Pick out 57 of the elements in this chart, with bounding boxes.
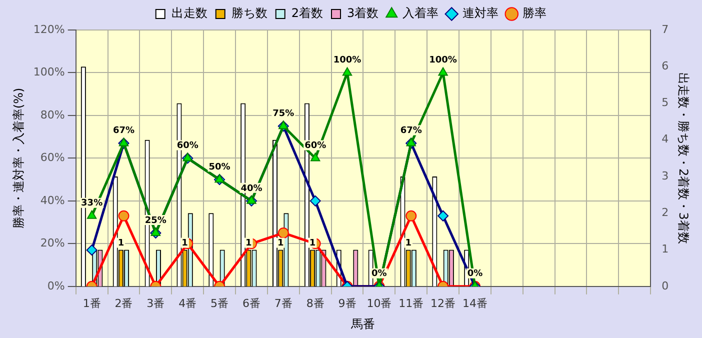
y2-tick-label: 5 <box>662 96 669 110</box>
data-label: 1 <box>405 238 412 249</box>
data-label: 25% <box>144 216 166 226</box>
y2-tick-label: 1 <box>662 242 669 256</box>
y-tick-label: 20% <box>40 236 65 250</box>
data-label: 75% <box>272 108 294 119</box>
legend-label: 勝率 <box>522 6 547 20</box>
legend-label: 勝ち数 <box>231 6 268 20</box>
x-tick-label: 4番 <box>178 296 197 310</box>
data-label: 60% <box>176 141 198 152</box>
legend-label: 3着数 <box>347 6 379 20</box>
data-label: 0% <box>467 269 483 280</box>
x-tick-label: 8番 <box>306 296 324 310</box>
data-label: 1 <box>182 238 188 249</box>
y-tick-label: 60% <box>40 151 65 164</box>
y-tick-label: 100% <box>33 66 65 79</box>
x-tick-label: 5番 <box>210 296 229 310</box>
x-tick-label: 12番 <box>430 296 456 310</box>
x-tick-label: 1番 <box>82 296 101 310</box>
y2-tick-label: 3 <box>662 169 669 182</box>
y2-tick-label: 6 <box>662 59 669 72</box>
y-tick-label: 40% <box>40 194 65 207</box>
data-label: 100% <box>429 56 457 66</box>
data-label: 33% <box>81 198 103 209</box>
data-label: 1 <box>277 238 284 249</box>
legend-label: 2着数 <box>291 6 324 20</box>
data-label: 0% <box>372 269 387 280</box>
data-label: 1 <box>246 238 252 249</box>
data-label: 1 <box>309 238 316 249</box>
y2-tick-label: 0 <box>662 279 669 292</box>
y2-tick-label: 4 <box>662 132 669 146</box>
x-tick-label: 10番 <box>366 296 392 310</box>
x-tick-label: 2番 <box>114 296 133 310</box>
y2-tick-label: 7 <box>662 22 669 36</box>
y2-tick-label: 2 <box>662 206 669 219</box>
x-tick-label: 9番 <box>338 296 356 310</box>
data-label: 100% <box>333 56 362 66</box>
data-label: 40% <box>240 184 262 194</box>
legend-label: 入着率 <box>402 6 439 20</box>
x-tick-label: 7番 <box>274 296 292 310</box>
legend-label: 連対率 <box>462 6 499 20</box>
legend-label: 出走数 <box>171 6 208 20</box>
y-tick-label: 80% <box>40 108 65 122</box>
data-label: 67% <box>400 126 422 136</box>
data-label: 67% <box>112 126 135 136</box>
y2-axis-title: 出走数・勝ち数・2着数・3着数 <box>676 72 691 244</box>
x-tick-label: 11番 <box>398 296 424 310</box>
y-tick-label: 0% <box>47 279 65 292</box>
x-tick-label: 3番 <box>146 296 165 310</box>
y-axis-title: 勝率・連対率・入着率(%) <box>11 88 26 229</box>
x-axis-title: 馬番 <box>350 316 376 331</box>
data-label: 1 <box>118 238 124 249</box>
x-tick-label: 6番 <box>242 296 260 310</box>
y-tick-label: 120% <box>33 22 65 36</box>
data-label: 50% <box>208 162 230 172</box>
data-label: 60% <box>304 141 326 152</box>
x-tick-label: 14番 <box>462 296 488 310</box>
